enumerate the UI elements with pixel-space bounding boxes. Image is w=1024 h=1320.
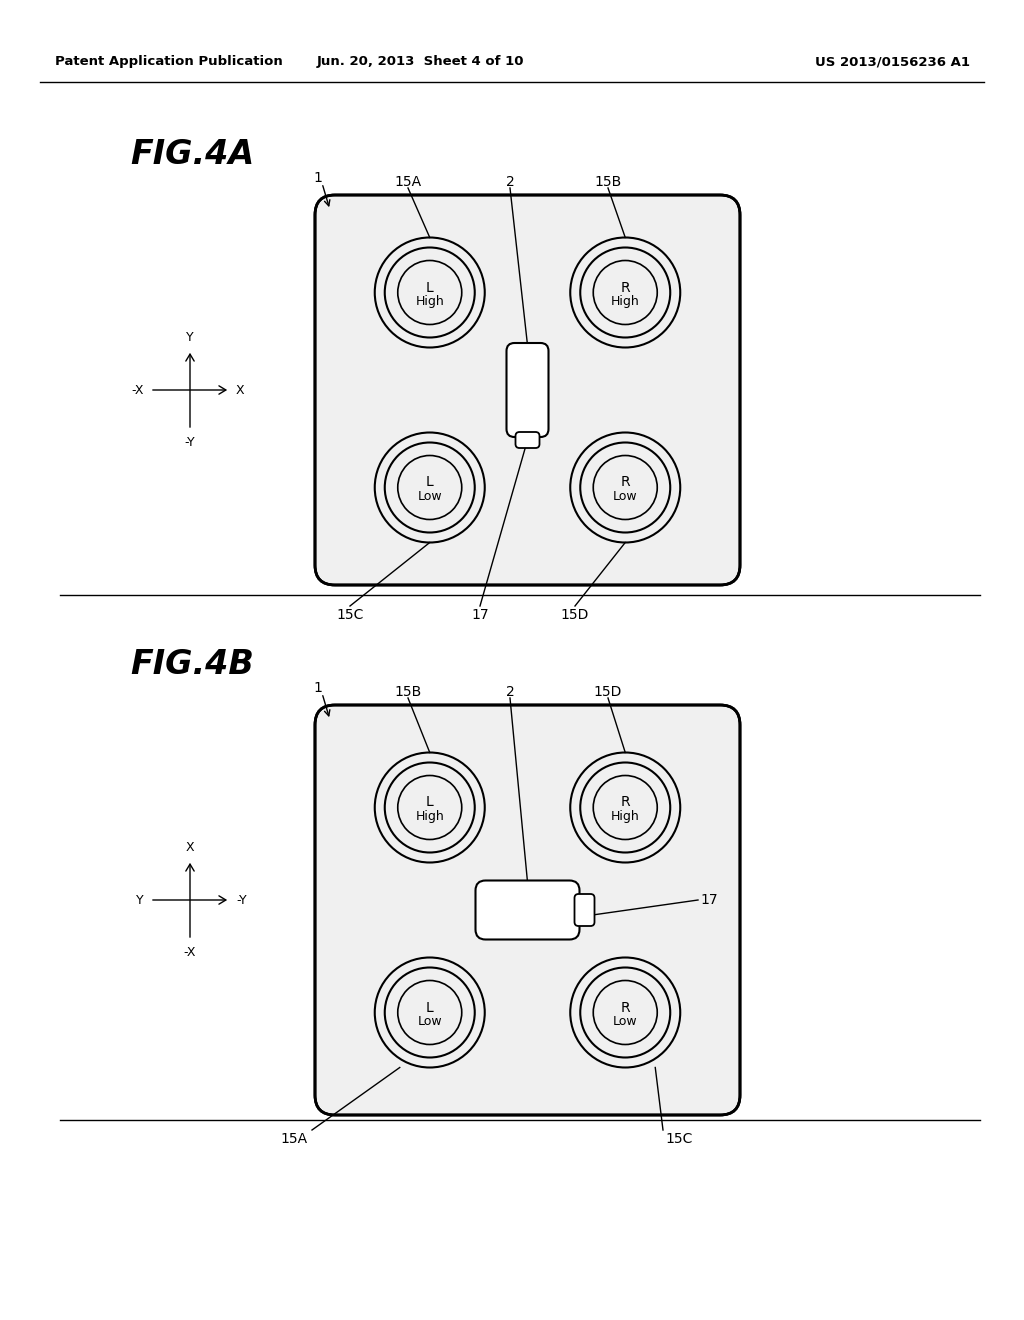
Text: 15A: 15A (394, 176, 422, 189)
Text: Y: Y (186, 331, 194, 345)
Text: 15A: 15A (281, 1133, 308, 1146)
Text: L: L (426, 796, 433, 809)
Text: Low: Low (418, 1015, 442, 1028)
Text: L: L (426, 281, 433, 294)
Text: L: L (426, 1001, 433, 1015)
Text: R: R (621, 796, 630, 809)
FancyBboxPatch shape (475, 880, 580, 940)
Text: X: X (236, 384, 245, 396)
Text: Patent Application Publication: Patent Application Publication (55, 55, 283, 69)
Text: US 2013/0156236 A1: US 2013/0156236 A1 (815, 55, 970, 69)
FancyBboxPatch shape (315, 705, 740, 1115)
Text: Jun. 20, 2013  Sheet 4 of 10: Jun. 20, 2013 Sheet 4 of 10 (316, 55, 523, 69)
Text: 15D: 15D (594, 685, 623, 700)
Text: 17: 17 (471, 609, 488, 622)
Text: -X: -X (183, 946, 197, 960)
FancyBboxPatch shape (574, 894, 595, 927)
Text: 15C: 15C (665, 1133, 692, 1146)
Text: Low: Low (613, 1015, 638, 1028)
Text: -Y: -Y (184, 436, 196, 449)
Text: -X: -X (131, 384, 144, 396)
Text: 15D: 15D (561, 609, 589, 622)
Text: X: X (185, 841, 195, 854)
Text: High: High (611, 810, 640, 822)
Text: R: R (621, 1001, 630, 1015)
Text: Low: Low (418, 490, 442, 503)
Text: 1: 1 (313, 172, 323, 185)
Text: High: High (416, 810, 444, 822)
Text: L: L (426, 475, 433, 490)
Text: High: High (611, 294, 640, 308)
Text: FIG.4B: FIG.4B (130, 648, 254, 681)
Text: Y: Y (136, 894, 144, 907)
FancyBboxPatch shape (515, 432, 540, 447)
FancyBboxPatch shape (507, 343, 549, 437)
Text: 15B: 15B (394, 685, 422, 700)
Text: Low: Low (613, 490, 638, 503)
Text: FIG.4A: FIG.4A (130, 139, 254, 172)
Text: -Y: -Y (236, 894, 247, 907)
Text: 2: 2 (506, 176, 514, 189)
Text: High: High (416, 294, 444, 308)
FancyBboxPatch shape (315, 195, 740, 585)
Text: 2: 2 (506, 685, 514, 700)
Text: 15B: 15B (594, 176, 622, 189)
Text: 15C: 15C (336, 609, 364, 622)
Text: 17: 17 (700, 894, 718, 907)
Text: 1: 1 (313, 681, 323, 696)
Text: R: R (621, 475, 630, 490)
Text: R: R (621, 281, 630, 294)
